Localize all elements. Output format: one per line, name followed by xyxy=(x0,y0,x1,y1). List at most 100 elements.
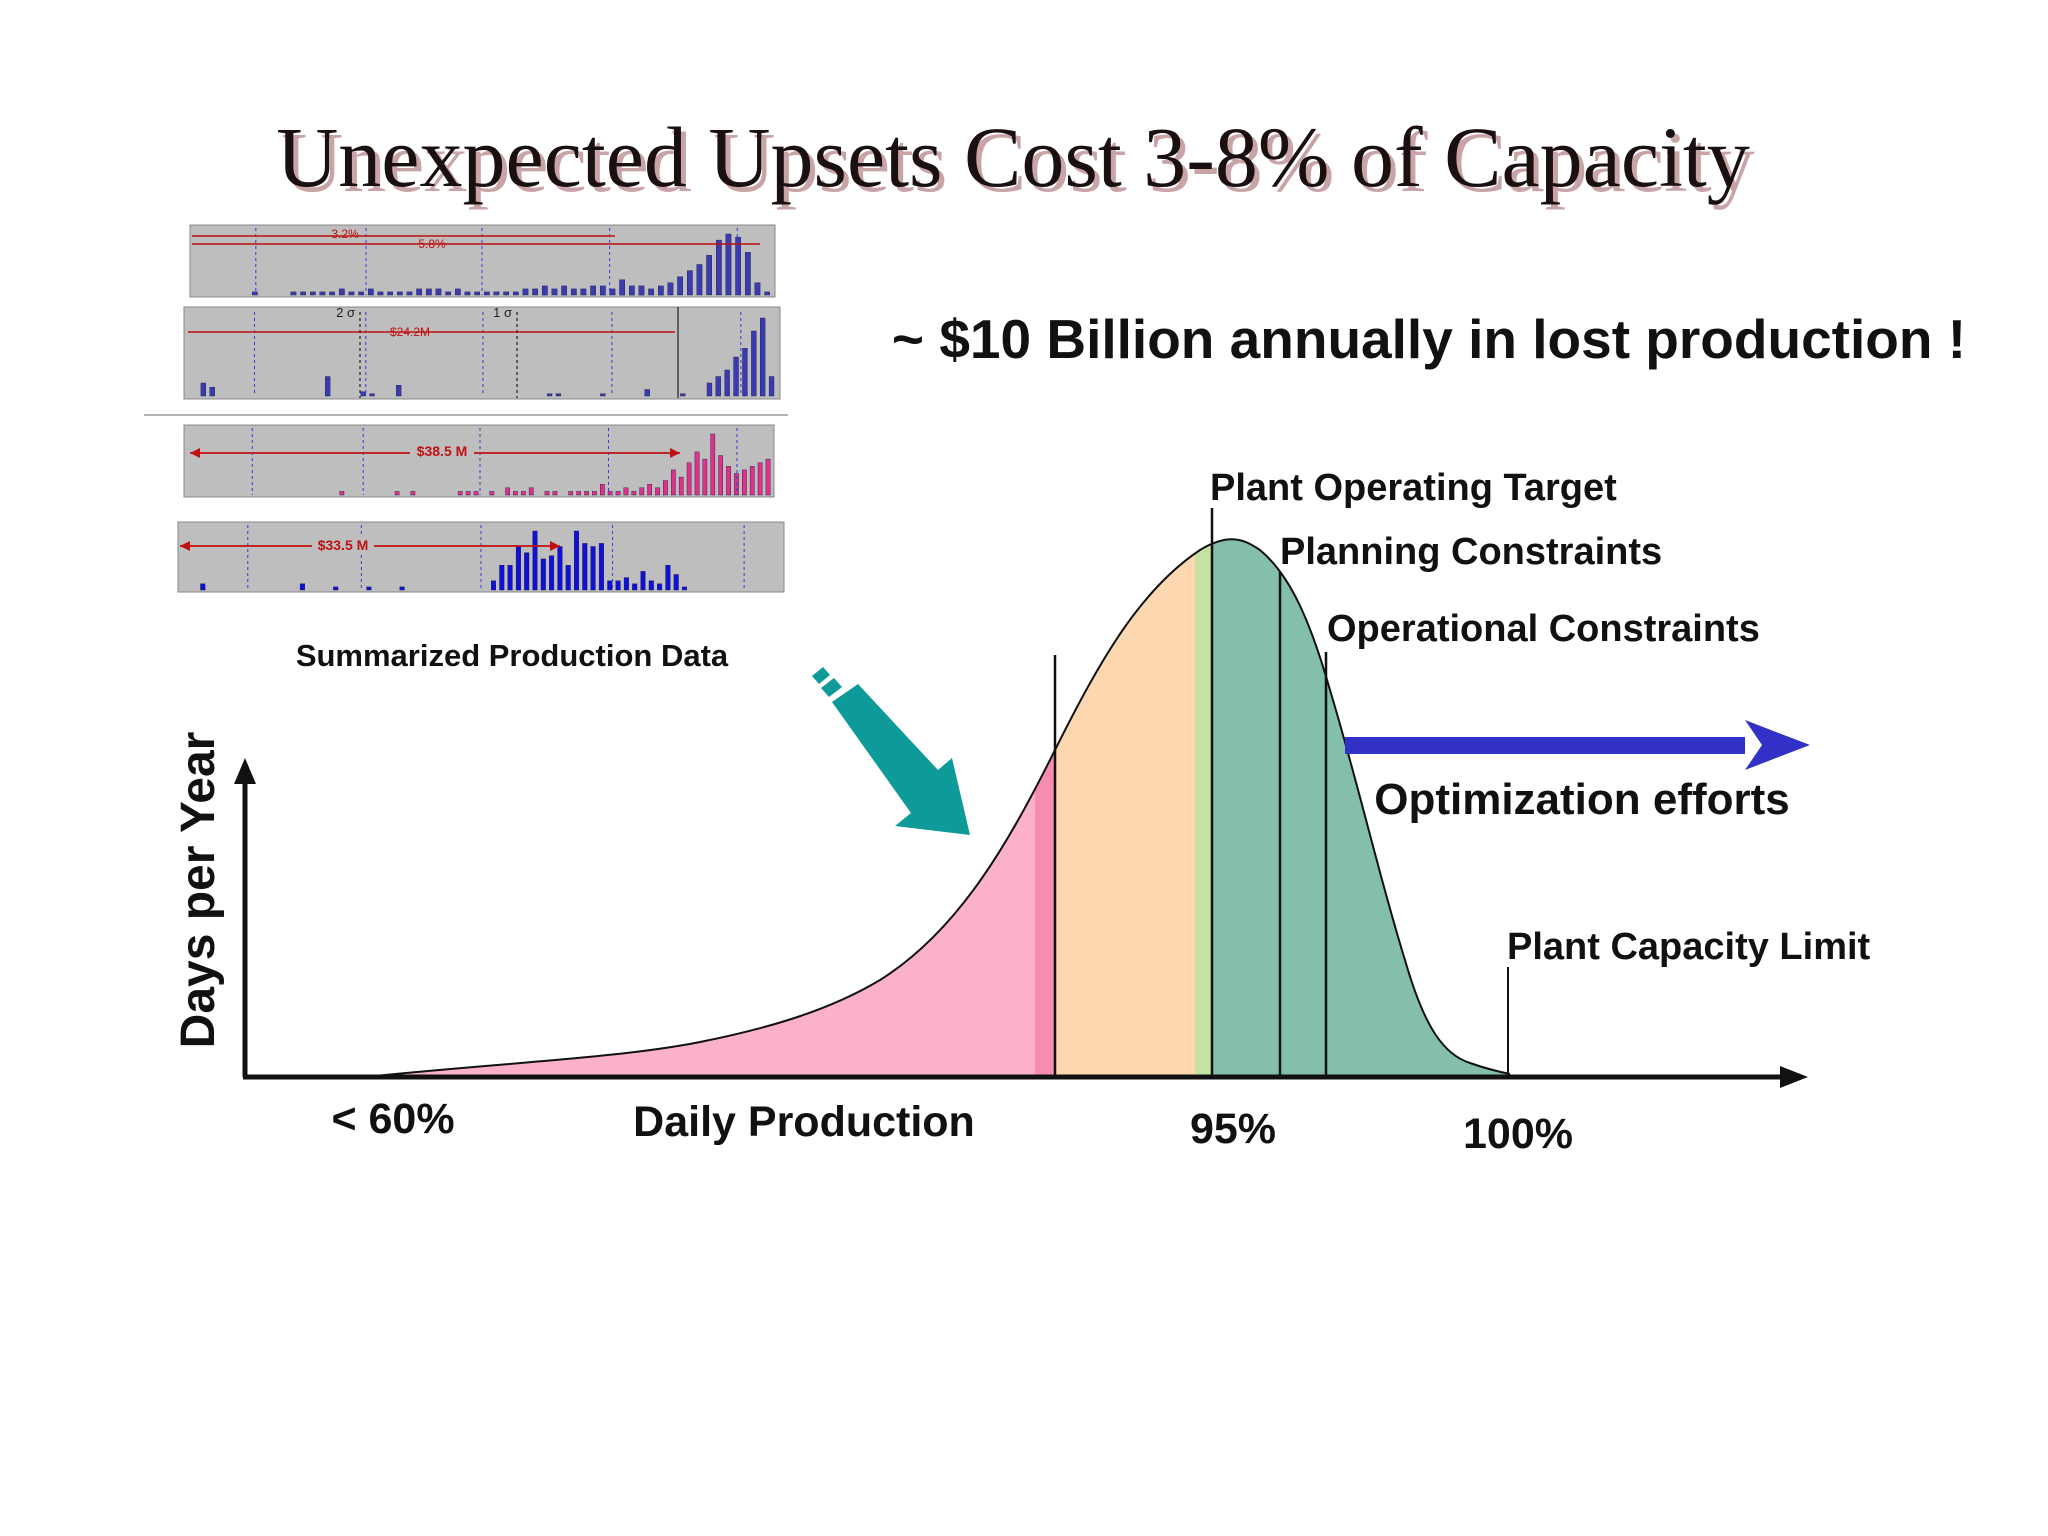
panel-1-bar xyxy=(542,285,548,296)
panel-4-arrow-left xyxy=(180,541,190,551)
inset-production-data: 3.2% 5.8% 2 σ 1 σ $24.2M $38.5 M xyxy=(144,224,788,673)
panel-3-bar xyxy=(718,455,724,496)
panel-1-bar xyxy=(358,291,365,296)
operational-constraints-label: Operational Constraints xyxy=(1327,608,1760,650)
inset-panel-4: $33.5 M xyxy=(177,521,785,593)
panel-3-bar xyxy=(623,487,629,496)
panel-1-bar xyxy=(551,288,558,296)
panel-4-bar xyxy=(491,580,497,591)
panel-3-bar xyxy=(339,491,345,496)
panel-4-bars xyxy=(200,525,745,591)
panel-3-bar xyxy=(457,491,463,496)
panel-1-bar xyxy=(532,288,539,296)
panel-4-bar xyxy=(540,558,546,591)
region-orange xyxy=(1055,539,1195,1077)
panel-2-bar xyxy=(555,393,562,397)
panel-1-bar xyxy=(464,291,471,296)
teal-arrow-stripe-2 xyxy=(821,678,842,697)
panel-3-bar xyxy=(544,491,550,496)
optimization-arrow-head xyxy=(1745,720,1810,770)
panel-2-bar xyxy=(706,382,713,397)
panel-1-bar xyxy=(754,282,761,296)
panel-3-bar xyxy=(749,466,755,496)
slide-title-text: Unexpected Upsets Cost 3-8% of Capacity xyxy=(276,109,1750,205)
panel-3-label-bg xyxy=(410,441,474,459)
x-axis-label: Daily Production xyxy=(633,1098,975,1146)
panel-3-bar xyxy=(647,484,653,496)
operating-target-label: Plant Operating Target xyxy=(1210,467,1617,509)
panel-2-bar xyxy=(760,317,766,397)
headline-text: ~ $10 Billion annually in lost productio… xyxy=(892,308,1966,370)
panel-1-bar xyxy=(590,285,597,296)
panel-2-2sigma-label: 2 σ xyxy=(336,305,355,320)
panel-4-arrow-right xyxy=(550,541,560,551)
panel-4-bar xyxy=(366,586,372,591)
panel-1-bar xyxy=(687,270,693,296)
planning-constraints-label: Planning Constraints xyxy=(1280,531,1662,573)
panel-1-bar xyxy=(716,239,722,296)
panel-3-arrow-left xyxy=(190,448,200,458)
panel-1-bar xyxy=(493,291,500,296)
panel-1-bar xyxy=(619,279,626,296)
panel-2-cost-label: $24.2M xyxy=(390,325,430,339)
panel-1-bar xyxy=(522,288,529,296)
panel-1-bar xyxy=(571,288,577,296)
panel-3-bar xyxy=(473,491,479,496)
panel-2-bar xyxy=(600,393,606,397)
panel-3-bar xyxy=(671,469,676,496)
x-axis-arrowhead xyxy=(1780,1066,1808,1088)
panel-1-bar xyxy=(561,285,568,296)
panel-3-bar xyxy=(521,491,526,496)
panel-4-bar xyxy=(549,555,555,591)
region-lightgreen-strip xyxy=(1195,539,1212,1077)
panel-4-bar xyxy=(399,586,405,591)
panel-1-bar xyxy=(735,236,742,296)
panel-1-marker-label-a: 3.2% xyxy=(331,227,359,241)
region-pink-strip xyxy=(1035,539,1055,1077)
x-tick-60: < 60% xyxy=(331,1095,454,1143)
panel-1-bar xyxy=(677,276,684,296)
panel-1-bar xyxy=(629,285,635,296)
panel-2-bar xyxy=(733,356,739,397)
panel-1-bar xyxy=(745,252,751,296)
panel-4-bar xyxy=(333,586,339,591)
x-axis xyxy=(243,1066,1808,1088)
panel-2-bar xyxy=(200,382,206,397)
panel-2-background xyxy=(183,306,781,400)
y-axis-arrowhead xyxy=(234,758,256,784)
panel-3-bar xyxy=(655,487,660,496)
panel-1-bar xyxy=(764,291,771,296)
panel-1-bar xyxy=(455,288,461,296)
panel-3-bar xyxy=(576,491,582,496)
panel-3-bar xyxy=(742,469,747,496)
panel-1-bar xyxy=(696,264,703,296)
panel-4-bar xyxy=(557,546,563,591)
panel-1-bar xyxy=(435,288,442,296)
panel-1-bar xyxy=(638,285,645,296)
panel-4-bar xyxy=(507,565,513,591)
panel-4-bar xyxy=(632,583,638,591)
inset-caption: Summarized Production Data xyxy=(296,638,729,673)
panel-2-bar xyxy=(209,387,215,397)
panel-4-bar xyxy=(515,546,521,591)
panel-1-bar xyxy=(406,291,413,296)
panel-4-bar xyxy=(648,580,654,591)
capacity-limit-label: Plant Capacity Limit xyxy=(1507,926,1871,968)
panel-1-bar xyxy=(445,291,452,296)
panel-3-bar xyxy=(505,487,511,496)
panel-4-bar xyxy=(607,580,613,591)
slide-title-shadow: Unexpected Upsets Cost 3-8% of Capacity xyxy=(281,114,1755,210)
panel-3-background xyxy=(183,424,775,498)
panel-3-bar xyxy=(552,491,558,496)
panel-3-bar xyxy=(686,462,692,496)
x-tick-100: 100% xyxy=(1463,1110,1573,1158)
panel-3-bar xyxy=(615,491,621,496)
panel-3-bar xyxy=(600,484,605,496)
panel-4-bar xyxy=(299,583,305,591)
panel-3-bar xyxy=(592,491,597,496)
panel-1-bar xyxy=(600,285,606,296)
panel-1-bar xyxy=(368,288,374,296)
panel-1-bar xyxy=(416,288,423,296)
panel-3-bar xyxy=(584,491,589,496)
